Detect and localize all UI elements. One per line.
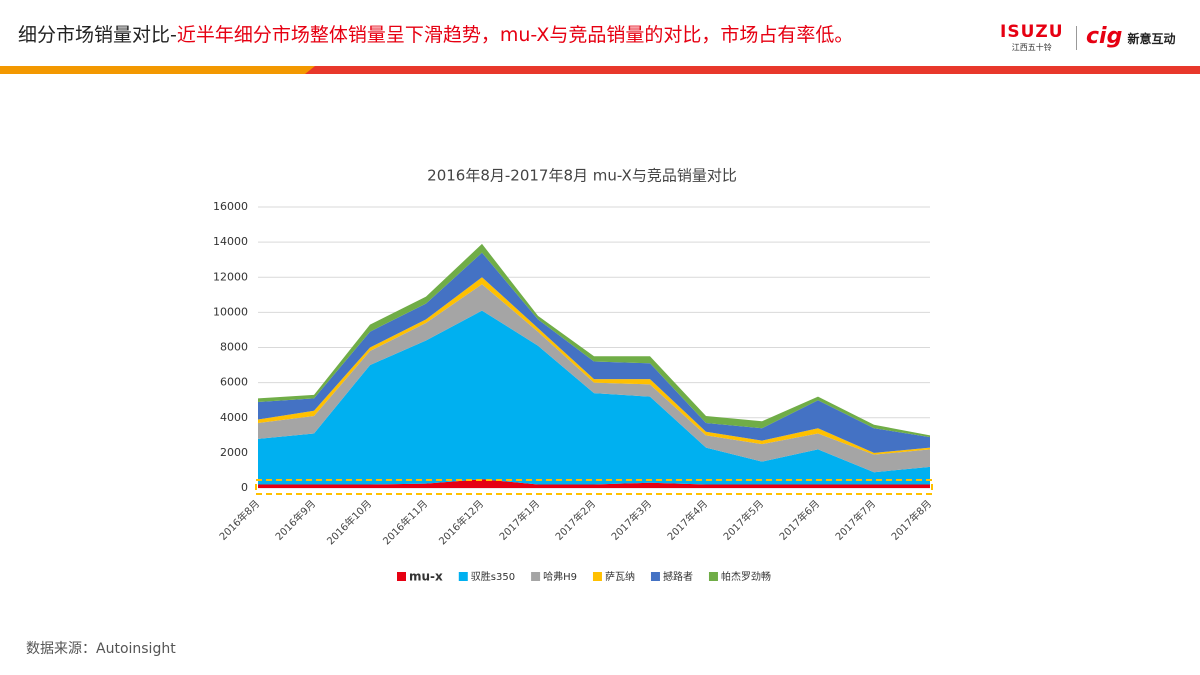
area	[258, 284, 930, 473]
legend-label: 撼路者	[663, 570, 693, 583]
x-tick-label: 2017年8月	[888, 497, 934, 543]
legend-swatch	[397, 572, 406, 581]
logo-cig: cig 新意互动	[1086, 24, 1175, 49]
x-tick-label: 2017年3月	[608, 497, 654, 543]
y-tick-label: 16000	[213, 200, 248, 213]
legend-label: 驭胜s350	[471, 571, 515, 583]
y-tick-label: 12000	[213, 270, 248, 283]
title-black: 细分市场销量对比-	[18, 24, 177, 46]
logo-isuzu-text: ISUZU	[1000, 22, 1064, 42]
legend-swatch	[458, 572, 468, 581]
x-tick-label: 2016年8月	[216, 497, 262, 543]
x-tick-label: 2017年5月	[720, 497, 766, 543]
x-tick-label: 2016年10月	[324, 497, 374, 547]
y-tick-label: 6000	[220, 376, 248, 389]
logo-divider	[1076, 26, 1077, 50]
y-tick-label: 8000	[220, 341, 248, 354]
title-red: 近半年细分市场整体销量呈下滑趋势，mu-X与竞品销量的对比，市场占有率低。	[176, 24, 854, 46]
x-tick-label: 2016年9月	[272, 497, 318, 543]
y-tick-label: 0	[241, 481, 248, 494]
highlight-box	[255, 479, 933, 495]
slide-title: 细分市场销量对比-近半年细分市场整体销量呈下滑趋势，mu-X与竞品销量的对比，市…	[18, 20, 853, 47]
x-tick-label: 2017年2月	[552, 497, 598, 543]
legend-swatch	[708, 572, 718, 581]
area	[258, 252, 930, 453]
legend-swatch	[592, 572, 602, 581]
source-note: 数据来源：Autoinsight	[26, 641, 176, 657]
y-tick-label: 14000	[213, 235, 248, 248]
y-tick-label: 10000	[213, 305, 248, 318]
x-tick-label: 2017年1月	[496, 497, 542, 543]
legend-label: mu-x	[409, 570, 443, 584]
logo-isuzu-sub: 江西五十铃	[1011, 43, 1052, 52]
area	[258, 310, 930, 485]
area	[258, 479, 930, 488]
x-tick-label: 2016年12月	[436, 497, 486, 547]
x-tick-label: 2017年4月	[664, 497, 710, 543]
y-tick-label: 2000	[220, 446, 248, 459]
legend-swatch	[650, 572, 660, 581]
logo-cig-text: cig	[1086, 24, 1123, 49]
legend-label: 帕杰罗劲畅	[721, 570, 771, 583]
band-red	[305, 66, 1200, 74]
logo-cig-sub: 新意互动	[1127, 32, 1176, 46]
x-tick-label: 2016年11月	[380, 497, 430, 547]
logo-isuzu: ISUZU 江西五十铃	[1000, 22, 1064, 53]
x-tick-label: 2017年6月	[776, 497, 822, 543]
legend-label: 萨瓦纳	[605, 570, 635, 583]
y-tick-label: 4000	[220, 411, 248, 424]
chart-title: 2016年8月-2017年8月 mu-X与竞品销量对比	[427, 167, 737, 185]
legend-label: 哈弗H9	[543, 570, 577, 583]
band-orange	[0, 66, 315, 74]
x-tick-label: 2017年7月	[832, 497, 878, 543]
legend-swatch	[531, 572, 541, 581]
area	[258, 277, 930, 455]
